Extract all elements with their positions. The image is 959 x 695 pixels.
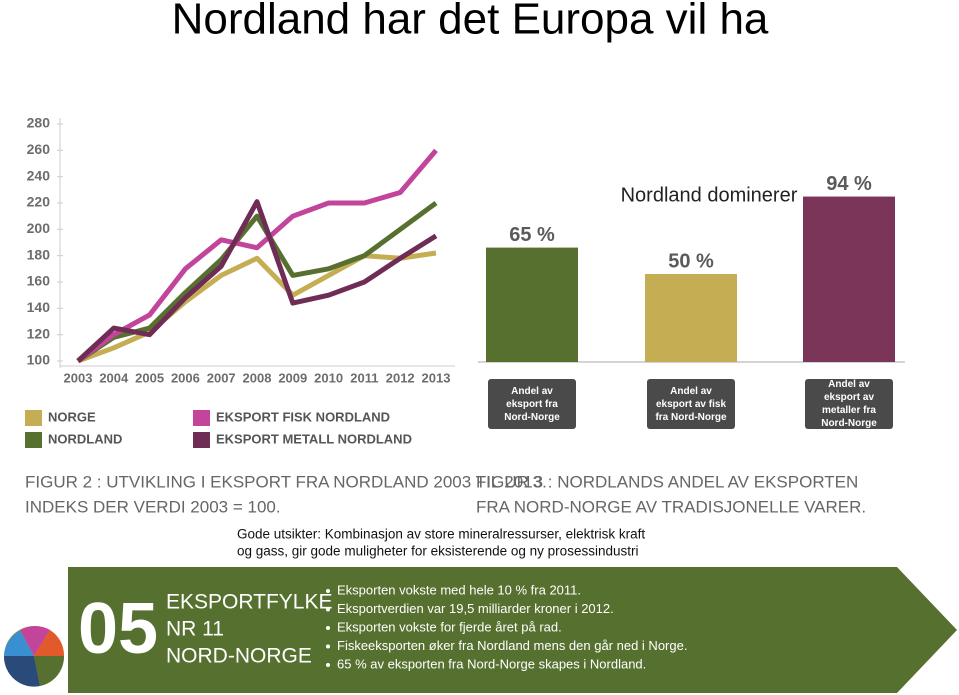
y-tick-label: 280 [27,115,51,131]
legend-label: EKSPORT METALL NORDLAND [216,431,412,446]
x-tick-label: 2008 [243,370,272,385]
category-label: Andel av eksport av metaller fra Nord-No… [805,379,893,429]
figure-caption: INDEKS DER VERDI 2003 = 100. [25,497,281,516]
value-label: 94 % [826,173,872,195]
x-tick-label: 2009 [278,370,307,385]
y-tick-label: 100 [27,352,51,368]
series-line [76,199,438,363]
legend-label: NORDLAND [48,431,122,446]
bullet-dot [326,663,330,667]
y-tick-label: 120 [27,325,51,341]
note: Gode utsikter: Kombinasjon av store mine… [237,527,645,542]
logo [3,625,65,687]
legend-swatch [193,432,210,448]
y-tick-label: 140 [27,299,51,315]
x-tick-label: 2006 [171,370,200,385]
bullet-dot [326,589,330,593]
annotation: Nordland dominerer [621,184,798,206]
y-tick-label: 260 [27,141,51,157]
x-tick-label: 2010 [314,370,343,385]
banner-shape [68,567,957,693]
x-tick-label: 2012 [386,370,415,385]
banner-heading: EKSPORTFYLKE [166,591,333,614]
figure-caption: FIGUR 3 : NORDLANDS ANDEL AV EKSPORTEN [476,472,858,491]
legend-swatch [25,410,42,426]
x-tick-label: 2007 [207,370,236,385]
x-tick-label: 2005 [135,370,164,385]
banner-heading: NORD-NORGE [166,645,312,668]
value-label: 50 % [668,250,714,272]
legend-label: NORGE [48,409,96,424]
legend-swatch [25,432,42,448]
y-tick-label: 180 [27,246,51,262]
banner-bullet: Eksportverdien var 19,5 milliarder krone… [337,601,614,616]
note: og gass, gir gode muligheter for eksiste… [237,544,638,559]
banner-bullet: Eksporten vokste for fjerde året på rad. [337,619,562,634]
banner-bullet: 65 % av eksporten fra Nord-Norge skapes … [337,656,646,671]
series-line [76,148,438,364]
figure-caption: FIGUR 2 : UTVIKLING I EKSPORT FRA NORDLA… [25,472,547,491]
x-tick-label: 2003 [64,370,93,385]
y-tick-label: 160 [27,273,51,289]
category-label: Andel av eksport av fisk fra Nord-Norge [647,379,735,429]
legend-label: EKSPORT FISK NORDLAND [216,409,390,424]
bar [803,196,895,362]
x-tick-label: 2004 [99,370,129,385]
x-tick-label: 2011 [350,370,378,385]
banner-number: 05 [78,589,158,669]
banner-bullet: Fiskeeksporten øker fra Nordland mens de… [337,638,687,653]
banner-heading: NR 11 [166,618,224,641]
series-line [77,250,437,364]
category-label: Andel av eksport fra Nord-Norge [488,379,576,429]
y-tick-label: 240 [27,167,51,183]
value-label: 65 % [509,224,555,246]
x-tick-label: 2013 [422,370,451,385]
y-tick-label: 220 [27,194,51,210]
slide-title: Nordland har det Europa vil ha [172,0,769,44]
y-tick-label: 200 [27,220,51,236]
bar [486,247,578,362]
bullet-dot [326,626,330,630]
bullet-dot [326,607,330,612]
figure-caption: FRA NORD-NORGE AV TRADISJONELLE VARER. [476,497,866,516]
legend-swatch [193,410,210,426]
bar [645,274,737,362]
banner-bullet: Eksporten vokste med hele 10 % fra 2011. [337,582,581,597]
bullet-dot [326,644,330,649]
